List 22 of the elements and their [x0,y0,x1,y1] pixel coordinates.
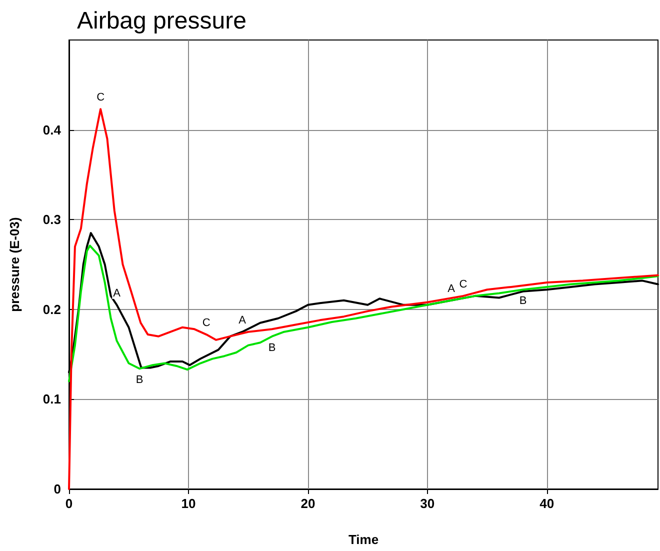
y-tick-label: 0.4 [42,122,62,138]
text: B [136,374,144,386]
series-label: B [268,342,276,354]
y-tick-label: 0 [54,482,61,496]
chart-title: Airbag pressure [77,8,246,34]
y-tick-label: 0.2 [42,302,61,317]
x-tick-label: 10 [181,496,196,511]
text: C [96,92,105,104]
y-axis-title: pressure (E-03) [7,217,22,312]
x-axis-title: Time [348,532,379,547]
series-label: C [202,317,210,330]
x-tick-label: 20 [300,496,316,511]
text: C [459,278,468,290]
x-tick-label: 0 [65,496,73,511]
x-tick-label: 40 [540,496,554,511]
x-tick-label: 30 [420,496,435,511]
y-tick-label: 0.1 [42,392,61,407]
text: A [448,282,455,295]
series-label: A [113,287,122,300]
text: B [519,295,527,308]
text: A [238,314,246,326]
y-tick-label: 0.3 [42,212,61,228]
